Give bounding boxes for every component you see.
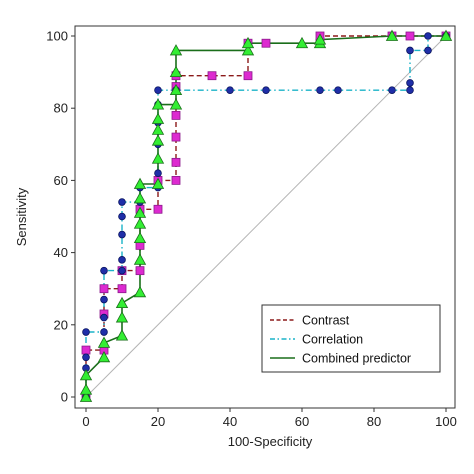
correlation-point-16 [154, 169, 162, 177]
combined-predictor-point-10 [133, 231, 147, 244]
legend-box [261, 304, 441, 373]
correlation-point-5 [100, 313, 108, 322]
correlation-point-23 [262, 86, 270, 94]
combined-predictor-point-2 [79, 369, 93, 381]
plot-frame [74, 25, 456, 409]
combined-predictor-point-17 [151, 134, 165, 146]
correlation-line [85, 35, 446, 397]
combined-predictor-point-3 [97, 350, 111, 363]
correlation-point-7 [100, 266, 108, 275]
reference-diagonal-line [85, 35, 447, 398]
legend-label-combined-predictor: Combined predictor [302, 352, 411, 366]
combined-predictor-point-11 [133, 217, 147, 229]
y-axis-title: Sensitivity [14, 187, 29, 246]
combined-predictor-point-8 [133, 285, 147, 298]
correlation-point-22 [226, 86, 234, 94]
correlation-point-28 [406, 79, 414, 87]
y-tick-label-60: 60 [54, 173, 68, 188]
combined-predictor-point-20 [151, 98, 165, 110]
contrast-point-4 [99, 284, 109, 294]
combined-predictor-point-29 [313, 33, 327, 45]
combined-predictor-point-9 [133, 253, 147, 265]
contrast-point-18 [207, 71, 217, 81]
x-tick-label-20: 20 [151, 414, 165, 429]
series-layer [79, 29, 453, 402]
contrast-point-5 [117, 284, 127, 294]
axes-layer: 0 20 40 60 80 100 0 20 40 60 80 100 100-Specificity S… [14, 25, 457, 449]
x-tick-label-80: 80 [367, 414, 381, 429]
contrast-point-7 [135, 266, 145, 276]
x-tick-label-40: 40 [223, 414, 237, 429]
correlation-point-26 [388, 86, 396, 94]
contrast-point-12 [171, 175, 181, 185]
y-tick-label-100: 100 [46, 29, 68, 44]
contrast-point-25 [405, 31, 415, 41]
contrast-point-19 [243, 71, 253, 81]
combined-predictor-point-31 [439, 29, 453, 41]
correlation-point-2 [82, 353, 90, 362]
combined-predictor-point-7 [115, 296, 129, 309]
correlation-point-30 [424, 46, 432, 55]
combined-predictor-point-19 [151, 112, 165, 124]
x-tick-label-100: 100 [435, 414, 457, 429]
x-axis-title: 100-Specificity [228, 434, 313, 449]
contrast-point-15 [171, 111, 181, 120]
combined-predictor-point-21 [169, 98, 183, 110]
combined-predictor-point-24 [169, 44, 183, 56]
correlation-point-9 [118, 256, 126, 264]
combined-predictor-point-13 [133, 192, 147, 204]
combined-predictor-point-12 [133, 206, 147, 218]
correlation-point-4 [100, 328, 108, 336]
correlation-point-24 [316, 86, 324, 94]
combined-predictor-point-16 [151, 152, 165, 164]
legend-label-correlation: Correlation [302, 333, 363, 347]
combined-predictor-point-4 [97, 336, 111, 348]
combined-predictor-point-26 [241, 36, 255, 49]
correlation-point-29 [406, 46, 414, 55]
combined-predictor-point-18 [151, 123, 165, 135]
combined-predictor-point-22 [169, 83, 183, 96]
x-tick-label-0: 0 [82, 414, 89, 429]
combined-predictor-point-23 [169, 65, 183, 77]
correlation-point-6 [100, 295, 108, 304]
combined-predictor-point-6 [115, 311, 129, 323]
combined-predictor-point-25 [241, 44, 255, 56]
contrast-point-13 [171, 157, 181, 167]
correlation-point-20 [154, 86, 162, 94]
x-tick-label-60: 60 [295, 414, 309, 429]
correlation-point-3 [82, 328, 90, 336]
correlation-series [85, 35, 446, 397]
contrast-point-1 [81, 345, 91, 355]
legend-label-contrast: Contrast [302, 314, 350, 328]
y-tick-label-20: 20 [54, 317, 68, 332]
correlation-point-25 [334, 86, 342, 94]
y-tick-label-80: 80 [54, 101, 68, 116]
combined-predictor-point-1 [79, 383, 93, 395]
combined-predictor-markers [79, 29, 453, 402]
y-tick-label-40: 40 [54, 245, 68, 260]
contrast-point-21 [261, 38, 271, 48]
correlation-point-27 [406, 86, 414, 94]
correlation-point-10 [118, 230, 126, 239]
contrast-point-10 [153, 204, 163, 214]
correlation-point-12 [118, 198, 126, 206]
correlation-point-31 [424, 32, 432, 40]
legend: Contrast Correlation Combined predictor [261, 304, 441, 373]
reference-diagonal-layer [85, 35, 447, 398]
combined-predictor-point-30 [385, 29, 399, 41]
combined-predictor-point-0 [79, 390, 93, 402]
combined-predictor-point-27 [295, 36, 309, 49]
combined-predictor-point-15 [151, 177, 165, 189]
combined-predictor-point-5 [115, 329, 129, 341]
y-tick-label-0: 0 [61, 390, 68, 405]
correlation-point-8 [118, 266, 126, 275]
contrast-point-14 [171, 132, 181, 142]
correlation-point-11 [118, 212, 126, 221]
combined-predictor-point-14 [133, 177, 147, 189]
